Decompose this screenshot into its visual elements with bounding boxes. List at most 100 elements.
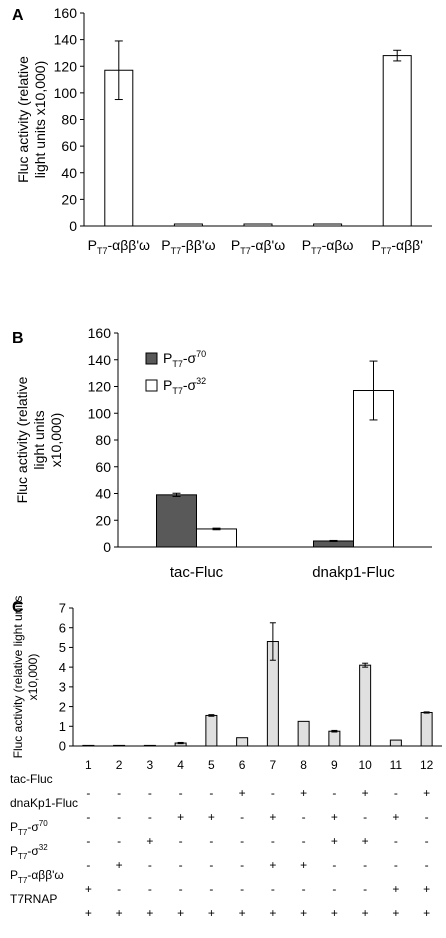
panel-c-x-tick-label: 4 (177, 758, 184, 772)
panel-c-table-mark: + (85, 882, 92, 896)
panel-c-table-mark: - (86, 858, 90, 872)
panel-c-table-mark: - (209, 786, 213, 800)
panel-b-y-tick-label: 0 (103, 539, 111, 555)
panel-c-table-mark: - (209, 834, 213, 848)
panel-c-table-mark: - (425, 810, 429, 824)
panel-c-table-mark: - (179, 882, 183, 896)
panel-c-bar (82, 744, 95, 747)
panel-b-chart: B 0 20 40 60 80 100 120 140 160 Fluc activity (rel… (12, 325, 432, 581)
panel-c-table-mark: - (363, 810, 367, 824)
panel-c-table-mark: - (179, 834, 183, 848)
panel-c-table-row-label: dnaKp1-Fluc (10, 796, 78, 810)
panel-c-table-mark: + (146, 906, 153, 920)
panel-c-table-mark: - (86, 786, 90, 800)
panel-c-table-mark: + (116, 906, 123, 920)
panel-c-table-mark: + (208, 906, 215, 920)
panel-c-table-mark: - (179, 786, 183, 800)
panel-c-table-mark: + (177, 906, 184, 920)
panel-b-y-tick-label: 140 (88, 352, 112, 368)
panel-a-y-tick-label: 160 (54, 5, 78, 21)
panel-c-y-tick-label: 5 (59, 640, 66, 655)
panel-a-x-tick-label: PT7-αββ' (371, 237, 422, 256)
panel-c-table-mark: + (269, 858, 276, 872)
panel-c-bar (328, 730, 341, 747)
panel-c-table-mark: - (240, 810, 244, 824)
panel-c-table-mark: + (300, 906, 307, 920)
panel-c-table-mark: - (148, 858, 152, 872)
panel-c-table-mark: + (239, 786, 246, 800)
panel-a-y-tick-label: 80 (61, 112, 77, 128)
panel-a-y-tick-label: 0 (69, 218, 77, 234)
panel-c-table-mark: - (148, 810, 152, 824)
panel-c-table-row-label: tac-Fluc (10, 772, 53, 786)
panel-a-x-tick-label: PT7-αβω (302, 237, 354, 256)
panel-c-table-mark: - (425, 858, 429, 872)
panel-c-table-mark: - (271, 882, 275, 896)
panel-c-bar (359, 664, 372, 747)
panel-c-table-mark: - (271, 834, 275, 848)
panel-b-letter: B (12, 330, 24, 347)
panel-c-bar (143, 744, 156, 747)
panel-c-table-mark: - (240, 882, 244, 896)
panel-c-table-mark: - (332, 882, 336, 896)
panel-c-x-tick-label: 9 (331, 758, 338, 772)
panel-a-bar (382, 55, 412, 227)
panel-c-x-tick-label: 1 (85, 758, 92, 772)
panel-c-table-row-label: PT7-αββ'ω (10, 868, 64, 885)
panel-c-bar (113, 744, 126, 747)
panel-c-table-mark: - (209, 882, 213, 896)
panel-c-table-row-label: T7RNAP (10, 892, 57, 906)
panel-c-table-mark: - (209, 858, 213, 872)
panel-b-y-axis-title: Fluc activity (relativelight unitsx10,00… (14, 376, 64, 503)
panel-c-table-mark: + (116, 858, 123, 872)
panel-c-table-mark: - (363, 882, 367, 896)
panel-c-table-mark: + (208, 810, 215, 824)
panel-c-x-tick-label: 11 (390, 758, 403, 772)
panel-c-table-mark: - (117, 882, 121, 896)
panel-c-bar (420, 711, 433, 747)
panel-c-x-tick-label: 8 (300, 758, 307, 772)
panel-a-y-tick-label: 40 (61, 165, 77, 181)
panel-c-table-mark: - (117, 810, 121, 824)
panel-b-y-tick-label: 80 (95, 432, 111, 448)
panel-c-y-tick-label: 7 (59, 601, 66, 616)
panel-c-table-mark: - (117, 786, 121, 800)
panel-c-x-tick-label: 2 (116, 758, 123, 772)
panel-c-table-mark: + (331, 810, 338, 824)
panel-c-table-mark: + (392, 906, 399, 920)
panel-c-table-mark: + (362, 786, 369, 800)
panel-c-table-mark: - (302, 882, 306, 896)
panel-c-bar (205, 714, 218, 747)
panel-c-table-mark: - (363, 858, 367, 872)
panel-b-y-tick-label: 100 (88, 405, 112, 421)
panel-c-y-tick-label: 6 (59, 620, 66, 635)
panel-c-table-mark: + (362, 834, 369, 848)
panel-b-y-tick-label: 160 (88, 325, 112, 341)
panel-c-letter: C (12, 599, 24, 616)
panel-c-table-mark: + (392, 810, 399, 824)
panel-a-y-axis-title: Fluc activity (relativelight units x10,0… (15, 56, 48, 183)
panel-c-y-tick-label: 1 (59, 719, 66, 734)
panel-c-x-tick-label: 3 (147, 758, 154, 772)
panel-c-y-tick-label: 2 (59, 699, 66, 714)
panel-c-table-mark: + (269, 906, 276, 920)
panel-c-bar (389, 739, 402, 747)
panel-a-y-tick-label: 60 (61, 138, 77, 154)
panel-b-bar (156, 494, 197, 548)
panel-b-y-tick-label: 60 (95, 459, 111, 475)
panel-c-table-mark: + (331, 906, 338, 920)
panel-c-y-axis-title: Fluc activity (relative light unitsx10,0… (11, 596, 40, 759)
panel-b-legend-swatch (145, 379, 158, 392)
panel-c-table-mark: - (302, 834, 306, 848)
panel-a-y-tick-label: 120 (54, 58, 78, 74)
panel-a-y-tick-label: 140 (54, 32, 78, 48)
panel-c-table-mark: - (148, 882, 152, 896)
panel-c-x-tick-label: 7 (270, 758, 277, 772)
panel-c-table-mark: + (269, 810, 276, 824)
panel-c-table-mark: + (177, 810, 184, 824)
panel-a-bar (313, 223, 343, 227)
panel-c-x-tick-label: 10 (358, 758, 372, 772)
panel-c-table-mark: - (394, 786, 398, 800)
panel-c-table-mark: - (117, 834, 121, 848)
